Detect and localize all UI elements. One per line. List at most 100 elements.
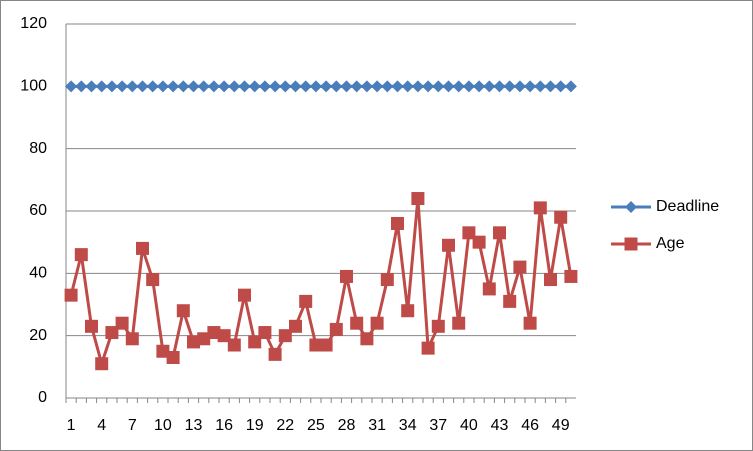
data-point [156, 344, 170, 358]
data-point [473, 80, 486, 93]
data-point [289, 319, 302, 333]
data-point [462, 226, 476, 240]
data-point [207, 326, 221, 340]
data-point [85, 319, 98, 333]
data-point [544, 80, 557, 93]
data-point [299, 80, 312, 93]
data-point [534, 80, 547, 93]
data-point [228, 80, 241, 93]
data-point [391, 80, 404, 93]
data-point [207, 80, 220, 93]
data-point [146, 273, 160, 287]
legend-marker [624, 237, 638, 251]
data-point [177, 80, 190, 93]
data-point [554, 80, 567, 93]
data-point [278, 329, 292, 343]
data-point [95, 357, 109, 371]
data-point [268, 347, 282, 361]
data-point [126, 80, 139, 93]
x-tick-label: 37 [429, 417, 447, 434]
data-point [523, 316, 537, 330]
data-point [258, 326, 272, 340]
data-point [176, 304, 190, 318]
data-point [74, 248, 88, 262]
data-point [320, 80, 333, 93]
data-point [411, 192, 425, 206]
data-point [350, 316, 364, 330]
y-tick-label: 0 [38, 389, 47, 406]
data-point [125, 332, 139, 346]
y-tick-label: 120 [20, 15, 47, 32]
data-point [187, 335, 200, 349]
data-point [391, 216, 404, 230]
y-tick-label: 60 [29, 202, 47, 219]
x-tick-label: 1 [67, 417, 76, 434]
data-point [238, 80, 251, 93]
y-tick-label: 40 [29, 265, 47, 282]
x-tick-label: 28 [338, 417, 356, 434]
y-tick-label: 20 [29, 327, 47, 344]
data-point [503, 294, 517, 308]
data-point [115, 316, 129, 330]
data-point [564, 80, 577, 93]
x-tick-label: 22 [276, 417, 294, 434]
data-point [269, 80, 282, 93]
data-point [75, 80, 88, 93]
data-point [493, 226, 506, 240]
data-point [544, 273, 557, 287]
data-point [431, 319, 445, 333]
data-point [452, 80, 465, 93]
data-point [483, 80, 496, 93]
data-point [136, 241, 149, 255]
data-point [472, 235, 486, 249]
data-point [309, 80, 322, 93]
data-point [360, 80, 373, 93]
data-point [258, 80, 271, 93]
data-point [197, 332, 211, 346]
x-tick-label: 25 [307, 417, 325, 434]
x-tick-label: 34 [399, 417, 417, 434]
data-point [156, 80, 169, 93]
data-point [105, 326, 119, 340]
data-point [248, 80, 261, 93]
x-tick-label: 43 [491, 417, 509, 434]
data-point [95, 80, 108, 93]
data-point [116, 80, 129, 93]
data-point [371, 80, 384, 93]
data-point [513, 80, 526, 93]
data-point [442, 80, 455, 93]
data-point [533, 201, 547, 215]
data-point [217, 329, 231, 343]
data-point [197, 80, 210, 93]
data-point [503, 80, 516, 93]
data-point [350, 80, 363, 93]
data-point [64, 288, 78, 302]
data-point [279, 80, 292, 93]
data-point [146, 80, 159, 93]
x-tick-label: 16 [215, 417, 233, 434]
x-tick-label: 13 [185, 417, 203, 434]
data-point [289, 80, 302, 93]
data-point [564, 269, 578, 283]
data-point [432, 80, 445, 93]
x-tick-label: 10 [154, 417, 172, 434]
data-point [513, 260, 527, 274]
data-point [166, 350, 180, 364]
legend-label: Deadline [656, 198, 719, 215]
data-point [248, 335, 262, 349]
data-point [330, 80, 343, 93]
data-point [309, 338, 323, 352]
data-point [401, 304, 415, 318]
data-point [299, 294, 313, 308]
data-point [422, 80, 435, 93]
x-tick-label: 7 [128, 417, 137, 434]
data-point [136, 80, 149, 93]
data-point [421, 341, 435, 355]
data-point [360, 332, 374, 346]
x-tick-label: 4 [97, 417, 106, 434]
data-point [85, 80, 98, 93]
data-point [401, 80, 414, 93]
data-point [493, 80, 506, 93]
legend-marker [625, 201, 637, 213]
